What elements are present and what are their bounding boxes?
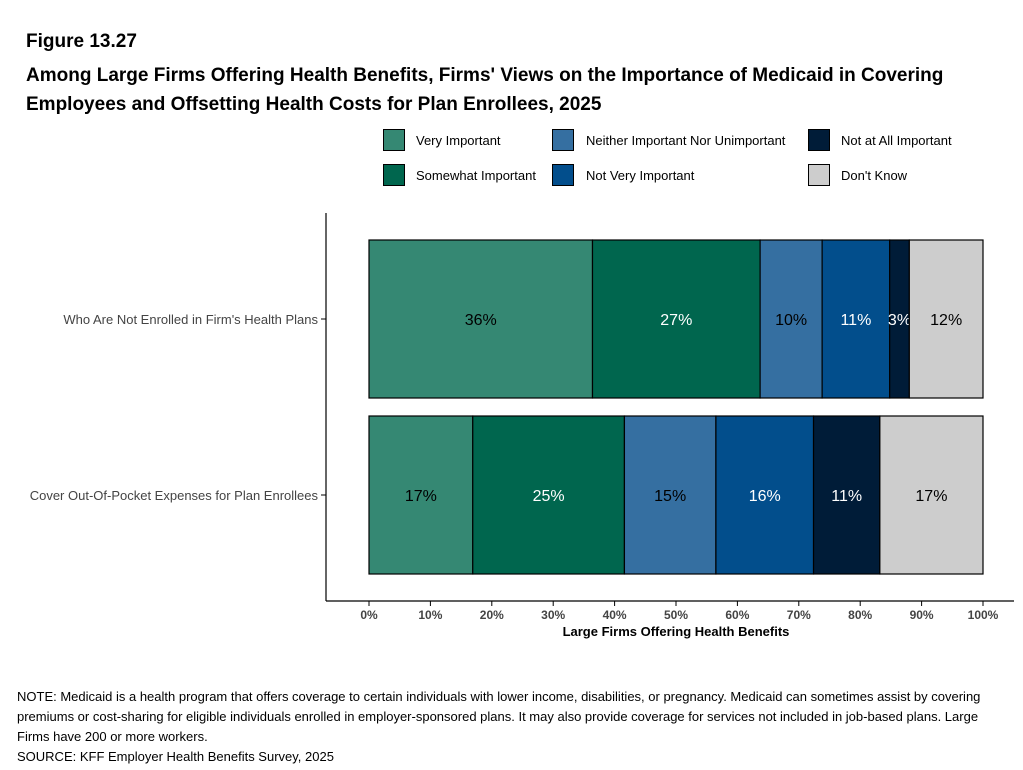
data-label-neither-important-nor-unimportant-row-1: 10% [775,312,807,329]
x-tick-label-3: 30% [541,608,565,622]
legend-swatch-somewhat-important [383,164,405,186]
data-label-somewhat-important-row-2: 25% [533,488,565,505]
bar-segment-somewhat-important-row-2 [472,415,626,575]
data-label-not-very-important-row-2: 16% [749,488,781,505]
x-tick-label-4: 40% [603,608,627,622]
data-label-very-important-row-2: 17% [405,488,437,505]
bar-segment-neither-important-nor-unimportant-row-2 [623,415,717,575]
bar-segment-very-important-row-1 [368,239,594,399]
category-label-row-2: Cover Out-Of-Pocket Expenses for Plan En… [30,488,319,503]
data-label-not-at-all-important-row-1: 3% [888,312,911,329]
x-axis-title: Large Firms Offering Health Benefits [563,624,790,639]
legend-label-dont-know: Don't Know [841,168,908,183]
legend-label-not-at-all: Not at All Important [841,133,952,148]
x-tick-label-5: 50% [664,608,688,622]
legend-label-very-important: Very Important [416,133,501,148]
figure-label: Figure 13.27 [26,31,137,52]
axes-layer: Who Are Not Enrolled in Firm's Health Pl… [30,213,1014,639]
data-label-very-important-row-1: 36% [465,312,497,329]
source-text: SOURCE: KFF Employer Health Benefits Sur… [17,749,334,764]
x-tick-label-7: 70% [787,608,811,622]
data-label-don-t-know-row-1: 12% [930,312,962,329]
bar-segment-not-very-important-row-2 [715,415,815,575]
legend-swatch-very-important [383,129,405,151]
data-label-not-at-all-important-row-2: 11% [831,488,862,505]
legend-swatch-not-at-all [808,129,830,151]
data-label-neither-important-nor-unimportant-row-2: 15% [654,488,686,505]
x-tick-label-9: 90% [910,608,934,622]
bars-layer: 36% 27% 10% 11% 3% 12% 17% 25% 15% 16% 11% 17% [368,239,984,575]
bar-segment-neither-important-nor-unimportant-row-1 [759,239,823,399]
x-tick-label-8: 80% [848,608,872,622]
bar-segment-very-important-row-2 [368,415,474,575]
x-tick-label-6: 60% [725,608,749,622]
bar-segment-not-at-all-important-row-2 [812,415,881,575]
bar-segment-don-t-know-row-2 [879,415,984,575]
stacked-bar-chart: 36% 27% 10% 11% 3% 12% 17% 25% 15% 16% 11% 17% Who … [30,213,1014,639]
category-label-row-1: Who Are Not Enrolled in Firm's Health Pl… [63,312,318,327]
x-tick-label-10: 100% [968,608,999,622]
legend-label-not-very: Not Very Important [586,168,695,183]
x-tick-label-1: 10% [418,608,442,622]
legend-label-somewhat-important: Somewhat Important [416,168,536,183]
legend-swatch-neither [552,129,574,151]
data-label-not-very-important-row-1: 11% [840,312,871,329]
x-tick-label-2: 20% [480,608,504,622]
bar-segment-somewhat-important-row-1 [591,239,761,399]
notes: NOTE: Medicaid is a health program that … [17,687,1007,767]
data-label-somewhat-important-row-1: 27% [660,312,692,329]
bar-segment-don-t-know-row-1 [908,239,984,399]
figure-title: Among Large Firms Offering Health Benefi… [26,65,944,115]
note-text: NOTE: Medicaid is a health program that … [17,689,981,744]
legend-label-neither: Neither Important Nor Unimportant [586,133,786,148]
x-tick-label-0: 0% [360,608,378,622]
legend-swatch-dont-know [808,164,830,186]
legend-swatch-not-very [552,164,574,186]
data-label-don-t-know-row-2: 17% [915,488,947,505]
